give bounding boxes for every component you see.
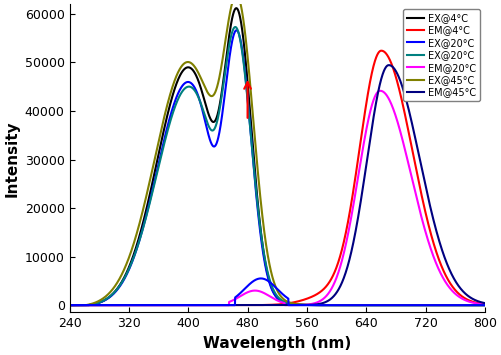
EX@20°C xyxy=(67,303,73,307)
EM@45°C xyxy=(482,301,488,305)
EM@20°C xyxy=(482,302,488,307)
EM@45°C xyxy=(386,63,392,67)
Line: EX@4°C: EX@4°C xyxy=(70,8,485,305)
EM@20°C xyxy=(67,303,73,307)
EM@45°C xyxy=(394,71,400,75)
Line: EM@20°C: EM@20°C xyxy=(70,91,485,305)
EX@20°C xyxy=(67,303,73,307)
EX@4°C xyxy=(88,302,94,307)
EX@4°C xyxy=(394,303,400,307)
EM@20°C xyxy=(88,303,94,307)
EM@45°C xyxy=(470,297,476,301)
EX@4°C xyxy=(233,6,239,10)
EX@4°C xyxy=(470,303,476,307)
Y-axis label: Intensity: Intensity xyxy=(4,120,19,197)
EM@4°C xyxy=(470,300,476,304)
EM@45°C xyxy=(269,303,275,307)
Line: EX@20°C: EX@20°C xyxy=(70,27,485,305)
EX@4°C xyxy=(258,228,264,233)
EX@4°C xyxy=(67,303,73,307)
EX@45°C xyxy=(67,303,73,307)
EX@20°C xyxy=(88,302,94,307)
EX@4°C xyxy=(482,303,488,307)
EX@20°C xyxy=(233,28,239,32)
EM@4°C xyxy=(269,303,275,307)
EM@20°C xyxy=(377,89,383,93)
EM@20°C xyxy=(269,295,275,299)
EX@4°C xyxy=(470,303,476,307)
EX@45°C xyxy=(394,303,400,307)
EM@4°C xyxy=(258,303,264,307)
EM@4°C xyxy=(67,303,73,307)
EM@4°C xyxy=(378,49,384,53)
EM@4°C xyxy=(470,300,476,304)
EM@20°C xyxy=(470,301,476,305)
Line: EX@45°C: EX@45°C xyxy=(70,0,485,305)
EX@20°C xyxy=(470,303,476,307)
EX@45°C xyxy=(470,303,476,307)
EX@20°C xyxy=(258,234,264,238)
EX@20°C xyxy=(88,303,94,307)
EX@20°C xyxy=(482,303,488,307)
EM@20°C xyxy=(470,301,476,305)
Line: EM@45°C: EM@45°C xyxy=(70,65,485,305)
EX@20°C xyxy=(470,303,476,307)
EX@20°C xyxy=(269,284,275,288)
EX@20°C xyxy=(269,287,275,291)
EX@45°C xyxy=(88,302,94,306)
EM@4°C xyxy=(394,78,400,82)
EX@20°C xyxy=(394,303,400,307)
EX@45°C xyxy=(470,303,476,307)
Line: EX@20°C: EX@20°C xyxy=(70,30,485,305)
EX@20°C xyxy=(482,303,488,307)
EM@45°C xyxy=(470,297,476,301)
EM@4°C xyxy=(88,303,94,307)
EX@45°C xyxy=(258,199,264,203)
EX@20°C xyxy=(470,303,476,307)
EM@4°C xyxy=(482,302,488,306)
EX@20°C xyxy=(232,25,238,29)
Line: EM@4°C: EM@4°C xyxy=(70,51,485,305)
EX@20°C xyxy=(394,303,400,307)
EX@20°C xyxy=(470,303,476,307)
EM@20°C xyxy=(394,117,400,121)
EX@20°C xyxy=(258,229,264,234)
EM@20°C xyxy=(258,289,264,294)
Legend: EX@4°C, EM@4°C, EX@20°C, EX@20°C, EM@20°C, EX@45°C, EM@45°C: EX@4°C, EM@4°C, EX@20°C, EX@20°C, EM@20°… xyxy=(403,9,480,102)
EM@45°C xyxy=(88,303,94,307)
EX@4°C xyxy=(269,286,275,290)
EX@45°C xyxy=(269,272,275,277)
X-axis label: Wavelength (nm): Wavelength (nm) xyxy=(203,336,351,351)
EM@45°C xyxy=(67,303,73,307)
EM@45°C xyxy=(258,303,264,307)
EX@45°C xyxy=(482,303,488,307)
